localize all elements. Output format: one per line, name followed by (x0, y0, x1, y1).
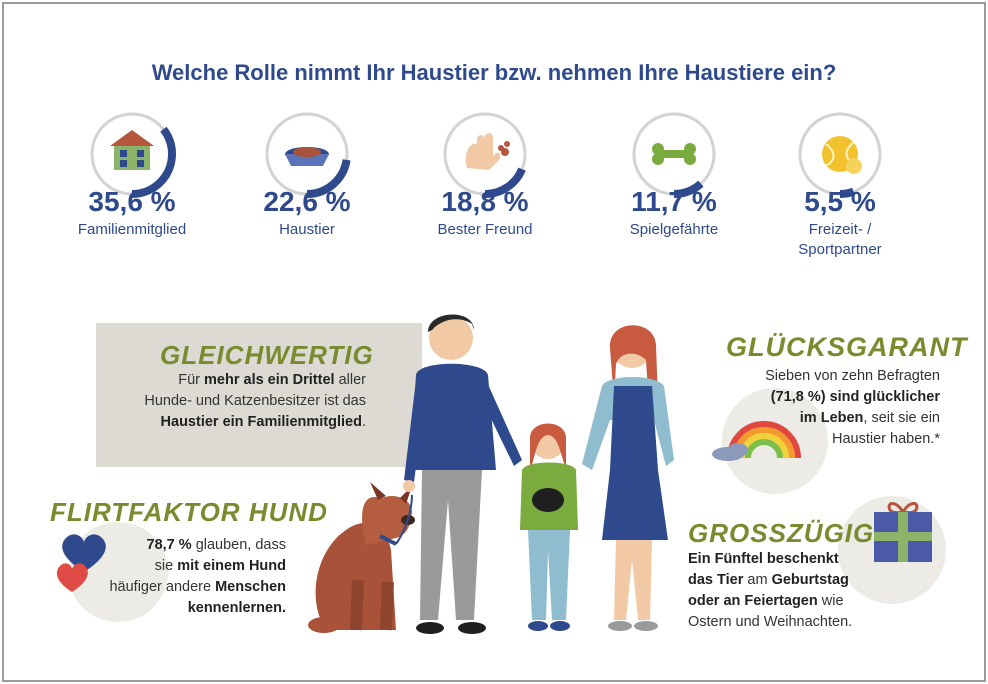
stat-ring (441, 110, 529, 198)
stat-category-label: Familienmitglied (57, 220, 207, 240)
stat-value-label: 5,5 % (804, 186, 876, 217)
dog-bone-icon (652, 143, 696, 165)
stat-category-line: Haustier (279, 221, 335, 238)
stat-ring-arc (630, 110, 718, 198)
stat-category-line: Freizeit- / (808, 221, 872, 238)
stat-value-label: 18,8 % (441, 186, 529, 217)
flirt-title: FLIRTFAKTOR HUND (50, 497, 328, 527)
gleichwertig-box (96, 323, 422, 467)
woman-figure (582, 325, 674, 631)
stat-ring-arc (263, 110, 351, 198)
hearts-icon (56, 534, 106, 592)
stat-item: 5,5 % Freizeit- / Sportpartner (765, 108, 915, 260)
dog-figure (308, 482, 415, 633)
stat-value-label: 22,6 % (263, 186, 351, 217)
stat-value-label: 35,6 % (88, 186, 176, 217)
stat-category-label: Bester Freund (410, 220, 560, 240)
family-illustration (308, 314, 674, 634)
stat-ring-arc (796, 110, 884, 198)
infographic-title: Welche Rolle nimmt Ihr Haustier bzw. neh… (151, 60, 837, 85)
flirt-text: 78,7 % glauben, dass sie mit einem Hund … (109, 537, 286, 616)
girl-figure (520, 423, 578, 631)
hand-paw-icon (465, 133, 510, 170)
stat-item: 35,6 % Familienmitglied (57, 108, 207, 240)
stat-ring (263, 110, 351, 198)
stat-category-line: Sportpartner (798, 241, 882, 258)
house-icon (110, 130, 154, 170)
pet-bowl-icon (285, 147, 329, 166)
rainbow-icon (712, 421, 801, 461)
gleichwertig-title: GLEICHWERTIG (160, 340, 374, 370)
man-figure (403, 314, 522, 634)
gross-text: Ein Fünftel beschenkt das Tier am Geburt… (688, 551, 853, 630)
stat-category-line: Bester Freund (437, 221, 533, 238)
stat-ring (796, 110, 884, 198)
stat-item: 22,6 % Haustier (232, 108, 382, 240)
gleichwertig-text: Für mehr als ein Drittel aller Hunde- un… (144, 372, 366, 430)
glueck-title: GLÜCKSGARANT (726, 332, 968, 362)
stat-ring (630, 110, 718, 198)
stat-ring (88, 110, 176, 198)
stat-category-label: Haustier (232, 220, 382, 240)
stat-category-label: Freizeit- / Sportpartner (765, 220, 915, 260)
tennis-ball-icon (822, 136, 862, 174)
stat-ring-arc (441, 110, 529, 198)
stat-category-line: Familienmitglied (77, 221, 187, 238)
gift-icon (874, 502, 932, 562)
stat-category-label: Spielgefährte (599, 220, 749, 240)
glueck-text: Sieben von zehn Befragten (71,8 %) sind … (765, 368, 940, 447)
stat-ring-arc (88, 110, 176, 198)
stat-value-label: 11,7 % (631, 186, 717, 217)
gross-title: GROSSZÜGIG (688, 518, 875, 548)
stat-category-line: Spielgefährte (629, 221, 719, 238)
stat-item: 18,8 % Bester Freund (410, 108, 560, 240)
stat-item: 11,7 % Spielgefährte (599, 108, 749, 240)
